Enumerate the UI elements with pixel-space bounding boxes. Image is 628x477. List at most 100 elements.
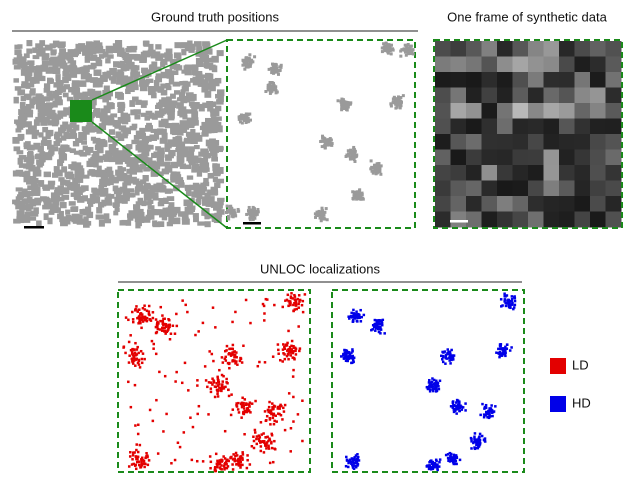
localization (152, 347, 155, 350)
pixel (435, 150, 451, 166)
emitter (101, 188, 108, 194)
emitter (15, 86, 21, 91)
localization (355, 466, 358, 469)
pixel (528, 41, 544, 57)
emitter (321, 207, 324, 210)
localization (198, 405, 201, 408)
localization (455, 463, 458, 466)
localization (473, 436, 476, 439)
localization (344, 355, 347, 358)
localization (253, 447, 256, 450)
legend-swatch (550, 396, 566, 412)
emitter (119, 220, 126, 225)
localization (138, 363, 141, 366)
pixel (575, 150, 591, 166)
localization (282, 343, 285, 346)
emitter (178, 97, 184, 101)
localization (268, 401, 271, 404)
emitter (390, 44, 393, 47)
localization (454, 408, 457, 411)
emitter (29, 217, 36, 221)
pixel (544, 57, 560, 73)
localization (497, 352, 500, 355)
pixel (513, 212, 529, 228)
localization (444, 350, 447, 353)
emitter (45, 140, 52, 146)
pixel (606, 103, 622, 119)
localization (301, 440, 304, 443)
emitter (405, 54, 408, 57)
emitter (52, 49, 57, 54)
localization (260, 445, 263, 448)
emitter (105, 202, 112, 206)
emitter (169, 212, 177, 217)
pixel (482, 41, 498, 57)
localization (184, 304, 187, 307)
localization (426, 465, 429, 468)
emitter (135, 100, 142, 105)
localization (383, 332, 386, 335)
emitter (253, 217, 256, 220)
emitter (44, 172, 51, 178)
panel-title: UNLOC localizations (260, 261, 380, 276)
pixel (451, 150, 467, 166)
emitter (26, 165, 34, 170)
localization (138, 316, 141, 319)
emitter (148, 205, 155, 209)
localization (232, 408, 235, 411)
localization (348, 355, 351, 358)
localization (144, 319, 147, 322)
localization (145, 452, 148, 455)
emitter (321, 139, 324, 142)
pixel (482, 119, 498, 135)
emitter (94, 69, 102, 75)
emitter (117, 50, 122, 56)
pixel (451, 119, 467, 135)
emitter (116, 198, 123, 202)
localization (243, 433, 246, 436)
emitter (122, 182, 127, 189)
emitter (167, 196, 174, 201)
emitter (57, 110, 64, 115)
emitter (113, 153, 118, 158)
emitter (81, 140, 87, 144)
emitter (66, 128, 72, 132)
localization (280, 414, 283, 417)
emitter (37, 161, 43, 167)
emitter (135, 218, 141, 222)
pixel (575, 88, 591, 104)
emitter (153, 184, 158, 189)
localization (485, 407, 488, 410)
localization (294, 347, 297, 350)
localization (448, 359, 451, 362)
localization (355, 310, 358, 313)
emitter (177, 130, 184, 136)
localization (289, 304, 292, 307)
emitter (96, 214, 104, 219)
localization (273, 440, 276, 443)
localization (277, 349, 280, 352)
localization (290, 292, 293, 295)
localization (143, 317, 146, 320)
emitter (210, 57, 218, 61)
emitter (182, 219, 190, 225)
emitter (270, 67, 273, 70)
emitter (14, 200, 20, 206)
emitter (125, 89, 131, 94)
localization (159, 320, 162, 323)
localization (225, 463, 228, 466)
pixel (482, 165, 498, 181)
localization (353, 312, 356, 315)
emitter (175, 148, 181, 152)
localization (346, 360, 349, 363)
emitter (42, 56, 49, 61)
emitter (165, 168, 173, 173)
localization (371, 328, 374, 331)
emitter (274, 85, 277, 88)
localization (247, 403, 250, 406)
pixel (559, 103, 575, 119)
pixel (528, 165, 544, 181)
localization-views (118, 290, 524, 472)
emitter (57, 185, 64, 191)
emitter (226, 205, 229, 208)
